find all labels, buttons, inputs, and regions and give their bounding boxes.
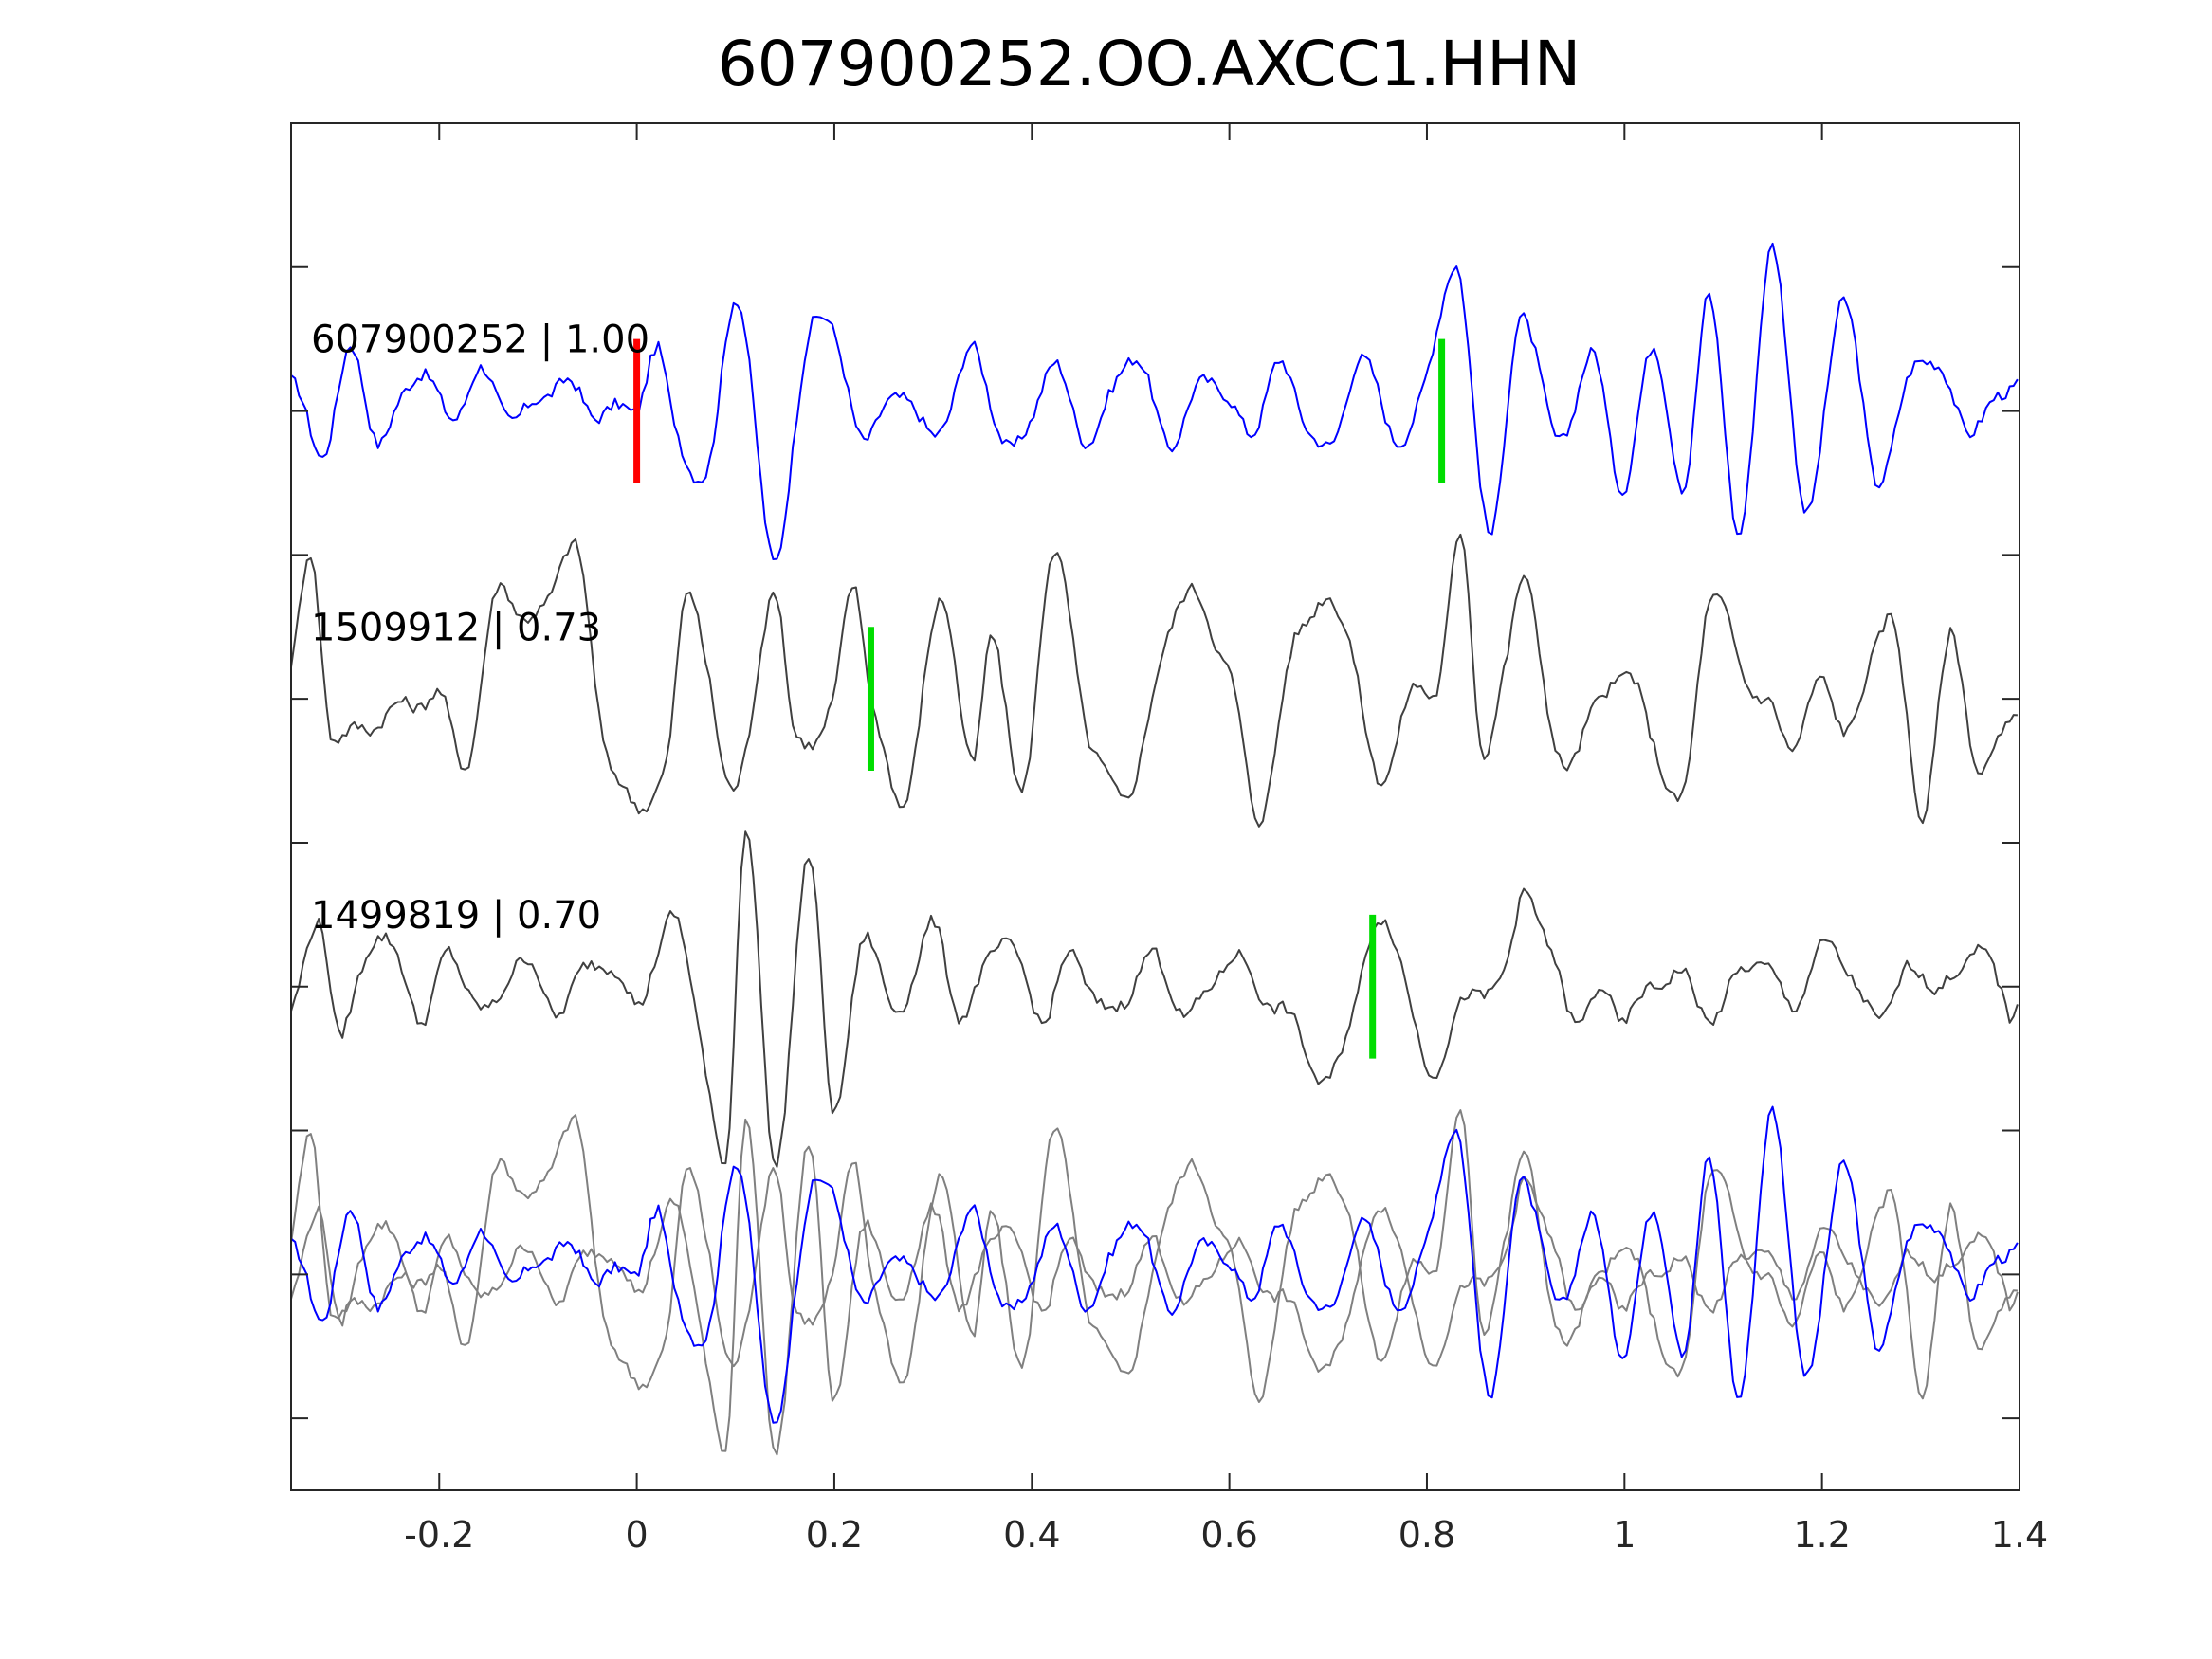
x-tick-label: 0.2 bbox=[806, 1514, 863, 1556]
trace-labels: 607900252 | 1.00 1509912 | 0.73 1499819 | … bbox=[311, 319, 649, 938]
x-tick-label: 1.2 bbox=[1793, 1514, 1850, 1556]
x-tick-label: 1 bbox=[1613, 1514, 1636, 1556]
trace-1509912 bbox=[291, 533, 2018, 828]
overlay-group bbox=[291, 1105, 2019, 1456]
traces-layer bbox=[291, 242, 2019, 1456]
x-tick-label: 0 bbox=[626, 1514, 649, 1556]
trace-label-1509912: 1509912 | 0.73 bbox=[311, 606, 601, 649]
x-tick-label: 0.8 bbox=[1398, 1514, 1455, 1556]
x-tick-label: 0.4 bbox=[1003, 1514, 1060, 1556]
trace-607900252 bbox=[291, 242, 2019, 560]
trace-1499819 bbox=[291, 830, 2019, 1168]
x-tick-label: 1.4 bbox=[1991, 1514, 2048, 1556]
x-tick-label: -0.2 bbox=[404, 1514, 474, 1556]
overlay-trace-1509912 bbox=[291, 1109, 2018, 1403]
trace-label-1499819: 1499819 | 0.70 bbox=[311, 894, 601, 938]
trace-line-607900252 bbox=[291, 242, 2019, 560]
x-tick-label: 0.6 bbox=[1200, 1514, 1257, 1556]
overlay-trace-1499819 bbox=[291, 1118, 2019, 1456]
trace-label-607900252: 607900252 | 1.00 bbox=[311, 319, 649, 362]
chart-title: 607900252.OO.AXCC1.HHN bbox=[718, 27, 1581, 100]
trace-line-1509912 bbox=[291, 533, 2018, 828]
axes-box bbox=[290, 122, 2020, 1491]
trace-line-1499819 bbox=[291, 830, 2019, 1168]
overlay-trace-607900252 bbox=[291, 1105, 2019, 1424]
axes: -0.2 0 0.2 0.4 0.6 0.8 1 1.2 1.4 bbox=[290, 122, 2048, 1556]
